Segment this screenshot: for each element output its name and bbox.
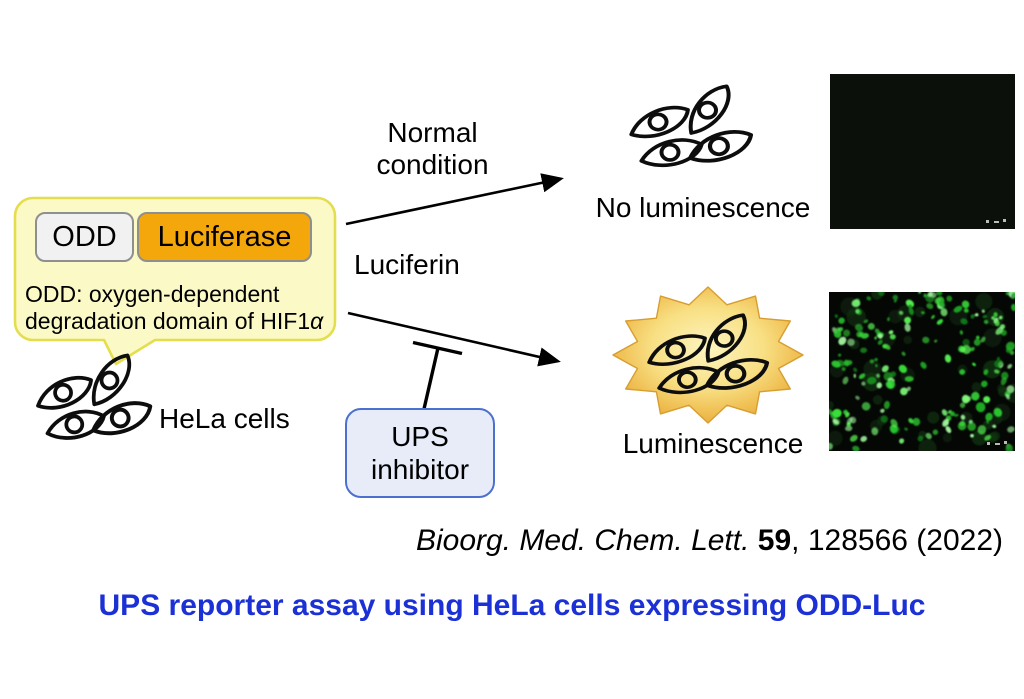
bubble-caption: ODD: oxygen-dependent degradation domain… (25, 281, 337, 335)
dark-micrograph (830, 74, 1015, 229)
scalebar-speck (994, 221, 999, 223)
normal-condition-label: Normal condition (376, 117, 489, 180)
scalebar-speck (1004, 441, 1007, 444)
no-luminescence-label: No luminescence (595, 192, 811, 223)
scalebar-speck (986, 220, 989, 223)
citation: Bioorg. Med. Chem. Lett. 59, 128566 (202… (416, 524, 1003, 558)
scalebar-speck (995, 443, 1000, 445)
inhibition-tbar-icon (412, 340, 463, 410)
luciferase-box: Luciferase (137, 212, 312, 262)
hela-cells-label: HeLa cells (159, 403, 290, 434)
luciferase-label: Luciferase (157, 220, 292, 253)
ups-inhibitor-line2: inhibitor (370, 454, 470, 485)
cells-icon-luminescence (644, 311, 772, 399)
fluorescence-cells-layer (829, 292, 1015, 451)
arrow-inhibited (347, 311, 561, 367)
bubble-caption-line2: degradation domain of HIF1α (25, 308, 324, 334)
bubble-caption-line1: ODD: oxygen-dependent (25, 281, 280, 307)
ups-inhibitor-box: UPS inhibitor (345, 408, 495, 498)
odd-label: ODD (52, 220, 117, 253)
scalebar-speck (987, 442, 990, 445)
odd-domain-box: ODD (35, 212, 134, 262)
cells-icon-no-luminescence (626, 82, 756, 172)
citation-volume: 59 (757, 524, 792, 557)
fluorescence-micrograph (829, 292, 1015, 451)
hela-cells-icon (33, 351, 155, 445)
scalebar-speck (1003, 219, 1006, 222)
citation-rest: , 128566 (2022) (791, 524, 1003, 557)
ups-inhibitor-line1: UPS (391, 421, 449, 452)
alpha-symbol: α (310, 308, 324, 334)
luciferin-label: Luciferin (354, 249, 460, 280)
arrow-normal-condition (345, 173, 564, 226)
luminescence-label: Luminescence (622, 428, 804, 459)
page-title: UPS reporter assay using HeLa cells expr… (98, 589, 926, 622)
citation-journal: Bioorg. Med. Chem. Lett. (415, 524, 758, 557)
